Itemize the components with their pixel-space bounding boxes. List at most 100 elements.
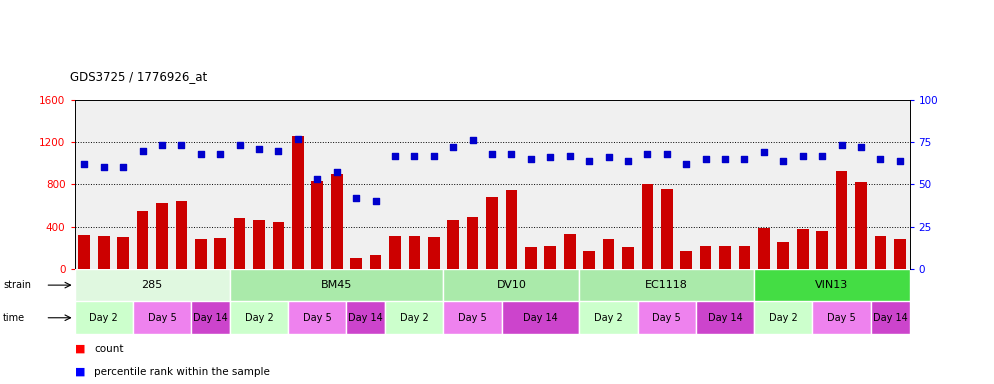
Text: DV10: DV10 xyxy=(497,280,527,290)
Bar xyxy=(638,301,696,334)
Bar xyxy=(696,301,754,334)
Bar xyxy=(311,181,323,269)
Bar xyxy=(583,251,595,269)
Bar xyxy=(133,301,191,334)
Point xyxy=(77,161,92,167)
Bar xyxy=(195,239,207,269)
Point xyxy=(834,142,850,149)
Bar xyxy=(894,239,906,269)
Text: EC1118: EC1118 xyxy=(645,280,688,290)
Text: Day 2: Day 2 xyxy=(400,313,428,323)
Bar xyxy=(661,189,673,269)
Text: Day 5: Day 5 xyxy=(652,313,681,323)
Point xyxy=(737,156,752,162)
Point xyxy=(368,198,384,204)
Text: Day 2: Day 2 xyxy=(89,313,118,323)
Bar xyxy=(580,301,638,334)
Text: percentile rank within the sample: percentile rank within the sample xyxy=(94,366,270,377)
Bar xyxy=(622,247,634,269)
Bar xyxy=(754,269,910,301)
Point xyxy=(329,169,345,175)
Bar xyxy=(506,190,517,269)
Text: count: count xyxy=(94,344,124,354)
Point xyxy=(445,144,461,150)
Text: ■: ■ xyxy=(75,366,85,377)
Bar xyxy=(370,255,382,269)
Point xyxy=(775,157,791,164)
Bar xyxy=(234,218,246,269)
Bar xyxy=(525,247,537,269)
Bar xyxy=(253,220,264,269)
Bar xyxy=(97,236,109,269)
Point xyxy=(290,136,306,142)
Bar xyxy=(836,170,847,269)
Bar xyxy=(409,236,420,269)
Point xyxy=(251,146,267,152)
Point xyxy=(407,152,422,159)
Bar xyxy=(288,301,346,334)
Bar xyxy=(350,258,362,269)
Text: Day 5: Day 5 xyxy=(458,313,487,323)
Point xyxy=(387,152,403,159)
Point xyxy=(95,164,111,170)
Point xyxy=(270,147,286,154)
Bar xyxy=(486,197,498,269)
Point xyxy=(543,154,559,161)
Text: Day 14: Day 14 xyxy=(523,313,558,323)
Bar xyxy=(777,242,789,269)
Bar xyxy=(272,222,284,269)
Point xyxy=(600,154,616,161)
Point xyxy=(717,156,733,162)
Bar xyxy=(386,301,443,334)
Point xyxy=(659,151,675,157)
Bar xyxy=(855,182,867,269)
Text: Day 5: Day 5 xyxy=(303,313,332,323)
Bar xyxy=(447,220,459,269)
Point xyxy=(755,149,771,155)
Text: Day 5: Day 5 xyxy=(827,313,856,323)
Point xyxy=(795,152,811,159)
Bar xyxy=(75,301,133,334)
Text: Day 14: Day 14 xyxy=(873,313,908,323)
Point xyxy=(425,152,441,159)
Bar xyxy=(292,136,304,269)
Bar xyxy=(467,217,478,269)
Bar xyxy=(680,252,692,269)
Point xyxy=(873,156,889,162)
Point xyxy=(639,151,655,157)
Bar xyxy=(580,269,754,301)
Bar xyxy=(75,269,230,301)
Text: Day 14: Day 14 xyxy=(349,313,384,323)
Bar xyxy=(700,246,712,269)
Point xyxy=(134,147,150,154)
Bar xyxy=(215,238,226,269)
Point xyxy=(484,151,500,157)
Bar xyxy=(389,236,401,269)
Point xyxy=(193,151,209,157)
Point xyxy=(698,156,714,162)
Point xyxy=(562,152,578,159)
Text: Day 5: Day 5 xyxy=(147,313,176,323)
Bar xyxy=(502,301,580,334)
Text: Day 2: Day 2 xyxy=(245,313,273,323)
Bar xyxy=(720,246,731,269)
Bar xyxy=(230,301,288,334)
Point xyxy=(154,142,170,149)
Point xyxy=(213,151,229,157)
Bar xyxy=(176,201,187,269)
Text: BM45: BM45 xyxy=(321,280,353,290)
Bar xyxy=(871,301,910,334)
Point xyxy=(523,156,539,162)
Bar xyxy=(545,246,556,269)
Bar xyxy=(230,269,443,301)
Bar xyxy=(875,236,887,269)
Bar xyxy=(443,301,502,334)
Text: 285: 285 xyxy=(141,280,163,290)
Text: Day 14: Day 14 xyxy=(708,313,743,323)
Bar xyxy=(758,228,769,269)
Bar xyxy=(816,231,828,269)
Text: Day 14: Day 14 xyxy=(193,313,228,323)
Bar xyxy=(739,246,750,269)
Text: ■: ■ xyxy=(75,344,85,354)
Bar xyxy=(754,301,812,334)
